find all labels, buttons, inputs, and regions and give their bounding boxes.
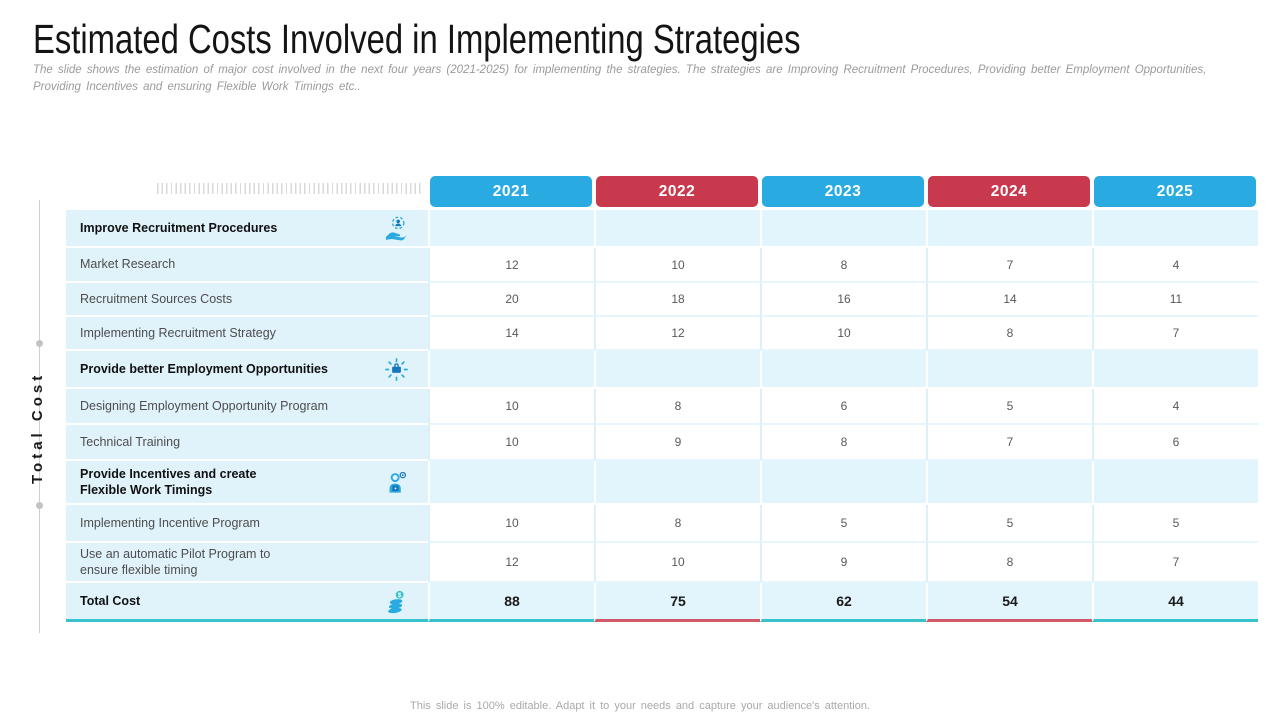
row-label: Technical Training (66, 425, 428, 461)
value-cell: 5 (926, 389, 1092, 425)
year-header-2025: 2025 (1094, 176, 1256, 207)
value-cell: 7 (926, 425, 1092, 461)
value-cell: 12 (428, 543, 594, 583)
slide-subtitle: The slide shows the estimation of major … (33, 64, 1207, 94)
value-cell: 5 (1092, 505, 1258, 543)
timeline-dot-bottom (36, 502, 43, 509)
value-cell (760, 461, 926, 505)
value-cell: 10 (594, 248, 760, 283)
year-header-2024: 2024 (928, 176, 1090, 207)
row-label: Implementing Recruitment Strategy (66, 317, 428, 351)
year-header-2022: 2022 (596, 176, 758, 207)
value-cell: 54 (926, 583, 1092, 622)
value-cell: 5 (926, 505, 1092, 543)
value-cell: 20 (428, 283, 594, 317)
value-cell: 12 (594, 317, 760, 351)
value-cell (1092, 210, 1258, 248)
value-cell: 11 (1092, 283, 1258, 317)
row-label-text: Provide Incentives and create Flexible W… (80, 466, 257, 497)
value-cell: 62 (760, 583, 926, 622)
value-cell (760, 351, 926, 389)
value-cell: 5 (760, 505, 926, 543)
value-cell: 16 (760, 283, 926, 317)
value-cell: 10 (760, 317, 926, 351)
value-cell: 8 (594, 389, 760, 425)
tick-strip-decoration (157, 183, 421, 194)
value-cell (926, 210, 1092, 248)
row-label-text: Total Cost (80, 593, 141, 608)
row-label-text: Implementing Recruitment Strategy (80, 325, 276, 340)
value-cell: 44 (1092, 583, 1258, 622)
year-header-2021: 2021 (430, 176, 592, 207)
value-cell: 4 (1092, 248, 1258, 283)
value-cell: 88 (428, 583, 594, 622)
row-label-text: Recruitment Sources Costs (80, 291, 233, 306)
value-cell (594, 210, 760, 248)
value-cell: 14 (926, 283, 1092, 317)
value-cell: 6 (1092, 425, 1258, 461)
opportunity-briefcase-icon (382, 355, 410, 383)
coins-icon: $ (382, 587, 410, 615)
value-cell (926, 461, 1092, 505)
value-cell: 12 (428, 248, 594, 283)
row-label-text: Market Research (80, 257, 176, 272)
year-header-2023: 2023 (762, 176, 924, 207)
value-cell: 7 (1092, 317, 1258, 351)
table-corner-cell (66, 176, 428, 210)
value-cell: 7 (926, 248, 1092, 283)
value-cell (926, 351, 1092, 389)
value-cell (428, 351, 594, 389)
value-cell (1092, 461, 1258, 505)
cost-table: 2021 2022 2023 2024 2025 Improve Recruitment … (66, 176, 1258, 622)
row-label-text: Use an automatic Pilot Program to ensure… (80, 546, 271, 577)
svg-text:$: $ (397, 592, 401, 599)
value-cell (594, 351, 760, 389)
value-cell (428, 461, 594, 505)
value-cell: 8 (926, 317, 1092, 351)
value-cell: 75 (594, 583, 760, 622)
value-cell: 8 (594, 505, 760, 543)
value-cell: 8 (760, 248, 926, 283)
vertical-axis-label: Total Cost (29, 371, 46, 485)
row-label-text: Technical Training (80, 434, 181, 449)
row-label-text: Improve Recruitment Procedures (80, 220, 278, 235)
value-cell: 14 (428, 317, 594, 351)
row-label-text: Designing Employment Opportunity Program (80, 398, 329, 413)
value-cell: 10 (428, 505, 594, 543)
slide-title: Estimated Costs Involved in Implementing… (33, 16, 801, 62)
row-label: Total Cost $ (66, 583, 428, 622)
value-cell: 6 (760, 389, 926, 425)
row-label: Provide better Employment Opportunities (66, 351, 428, 389)
value-cell (1092, 351, 1258, 389)
value-cell (594, 461, 760, 505)
value-cell: 9 (760, 543, 926, 583)
timeline-dot-top (36, 340, 43, 347)
value-cell: 8 (926, 543, 1092, 583)
row-label: Market Research (66, 248, 428, 283)
row-label: Recruitment Sources Costs (66, 283, 428, 317)
value-cell: 7 (1092, 543, 1258, 583)
value-cell (760, 210, 926, 248)
value-cell: 8 (760, 425, 926, 461)
value-cell: 9 (594, 425, 760, 461)
incentive-person-icon (382, 468, 410, 496)
value-cell (428, 210, 594, 248)
row-label: Improve Recruitment Procedures (66, 210, 428, 248)
vertical-timeline-line (39, 200, 40, 633)
recruitment-hand-icon (382, 214, 410, 242)
value-cell: 10 (428, 389, 594, 425)
row-label: Provide Incentives and create Flexible W… (66, 461, 428, 505)
value-cell: 10 (594, 543, 760, 583)
value-cell: 10 (428, 425, 594, 461)
row-label: Designing Employment Opportunity Program (66, 389, 428, 425)
row-label-text: Implementing Incentive Program (80, 515, 260, 530)
row-label: Implementing Incentive Program (66, 505, 428, 543)
row-label: Use an automatic Pilot Program to ensure… (66, 543, 428, 583)
value-cell: 18 (594, 283, 760, 317)
footer-note: This slide is 100% editable. Adapt it to… (410, 700, 870, 712)
row-label-text: Provide better Employment Opportunities (80, 361, 328, 376)
value-cell: 4 (1092, 389, 1258, 425)
